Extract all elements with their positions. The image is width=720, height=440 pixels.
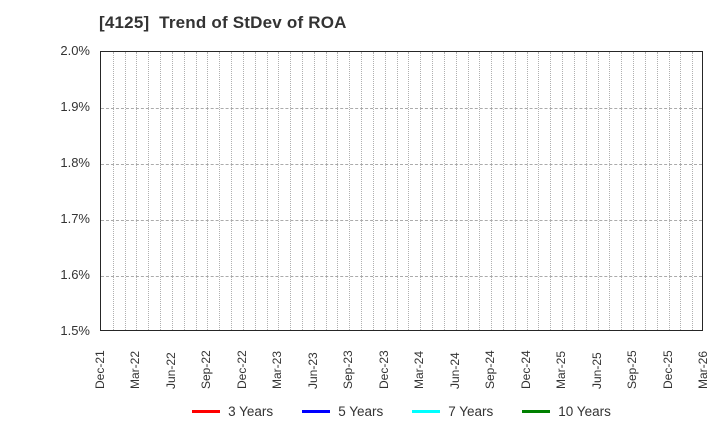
legend-line-swatch — [412, 410, 441, 413]
y-tick-label: 1.8% — [60, 155, 90, 170]
x-tick-label: Mar-24 — [412, 350, 427, 389]
x-tick-label: Dec-22 — [234, 350, 249, 389]
gridline-vertical — [491, 52, 493, 330]
gridline-vertical — [656, 52, 658, 330]
x-tick-label: Mar-26 — [696, 350, 710, 389]
gridline-vertical — [597, 52, 599, 330]
gridline-vertical — [621, 52, 623, 330]
y-tick-label: 1.6% — [60, 267, 90, 282]
gridline-vertical — [420, 52, 422, 330]
gridline-vertical — [112, 52, 114, 330]
gridline-vertical — [644, 52, 646, 330]
gridline-vertical — [219, 52, 221, 330]
y-tick-label: 2.0% — [60, 43, 90, 58]
gridline-vertical — [455, 52, 457, 330]
gridline-vertical — [136, 52, 138, 330]
gridline-vertical — [609, 52, 611, 330]
gridline-vertical — [266, 52, 268, 330]
x-tick-label: Sep-23 — [341, 350, 356, 389]
gridline-vertical — [479, 52, 481, 330]
gridline-vertical — [231, 52, 233, 330]
gridline-vertical — [207, 52, 209, 330]
gridline-vertical — [337, 52, 339, 330]
gridline-vertical — [562, 52, 564, 330]
x-tick-label: Dec-25 — [660, 350, 675, 389]
gridline-vertical — [148, 52, 150, 330]
x-tick-label: Dec-21 — [93, 350, 107, 389]
gridline-vertical — [633, 52, 635, 330]
gridline-vertical — [467, 52, 469, 330]
gridline-vertical — [432, 52, 434, 330]
gridline-horizontal — [101, 108, 702, 109]
y-tick-label: 1.7% — [60, 211, 90, 226]
gridline-vertical — [361, 52, 363, 330]
gridline-vertical — [183, 52, 185, 330]
gridline-vertical — [538, 52, 540, 330]
chart-title: [4125] Trend of StDev of ROA — [99, 13, 347, 32]
legend: 3 Years 5 Years 7 Years 10 Years — [100, 404, 703, 419]
gridline-vertical — [124, 52, 126, 330]
gridline-vertical — [302, 52, 303, 330]
legend-label: 5 Years — [338, 404, 384, 419]
legend-line-swatch — [522, 410, 551, 413]
gridline-horizontal — [101, 276, 702, 277]
x-tick-label: Jun-25 — [589, 352, 604, 389]
gridline-vertical — [372, 52, 374, 330]
gridline-vertical — [585, 52, 587, 330]
gridline-horizontal — [101, 164, 702, 165]
x-tick-label: Jun-24 — [447, 352, 462, 389]
legend-label: 3 Years — [228, 404, 274, 419]
gridline-vertical — [396, 52, 398, 330]
gridline-vertical — [680, 52, 682, 330]
gridline-vertical — [526, 52, 528, 330]
x-tick-label: Sep-22 — [199, 350, 214, 389]
gridline-vertical — [278, 52, 280, 330]
gridline-vertical — [503, 52, 504, 330]
gridline-vertical — [692, 52, 694, 330]
gridline-vertical — [668, 52, 670, 330]
x-tick-label: Dec-24 — [518, 350, 533, 389]
y-tick-label: 1.5% — [60, 323, 90, 338]
gridline-vertical — [242, 52, 244, 330]
gridline-vertical — [160, 52, 162, 330]
legend-line-swatch — [302, 410, 331, 413]
legend-label: 7 Years — [448, 404, 494, 419]
gridline-vertical — [384, 52, 386, 330]
gridline-vertical — [514, 52, 516, 330]
y-tick-label: 1.9% — [60, 99, 90, 114]
legend-item: 7 Years — [412, 404, 493, 419]
gridline-vertical — [313, 52, 315, 330]
gridline-vertical — [443, 52, 445, 330]
legend-label: 10 Years — [558, 404, 611, 419]
gridline-vertical — [254, 52, 256, 330]
x-tick-label: Mar-25 — [554, 350, 569, 389]
x-tick-label: Dec-23 — [376, 350, 391, 389]
gridline-vertical — [408, 52, 410, 330]
x-tick-label: Mar-22 — [128, 350, 143, 389]
gridline-vertical — [290, 52, 292, 330]
x-tick-label: Jun-22 — [163, 352, 178, 389]
x-tick-label: Sep-24 — [483, 350, 498, 389]
legend-item: 10 Years — [522, 404, 611, 419]
x-tick-label: Mar-23 — [270, 350, 285, 389]
gridline-vertical — [550, 52, 552, 330]
gridline-vertical — [573, 52, 575, 330]
legend-line-swatch — [192, 410, 221, 413]
gridline-vertical — [325, 52, 327, 330]
gridline-vertical — [349, 52, 351, 330]
plot-area — [100, 51, 703, 331]
x-tick-label: Jun-23 — [305, 352, 320, 389]
gridline-horizontal — [101, 220, 702, 221]
gridline-vertical — [195, 52, 197, 330]
gridline-vertical — [171, 52, 173, 330]
x-tick-label: Sep-25 — [625, 350, 640, 389]
legend-item: 5 Years — [302, 404, 383, 419]
legend-item: 3 Years — [192, 404, 273, 419]
